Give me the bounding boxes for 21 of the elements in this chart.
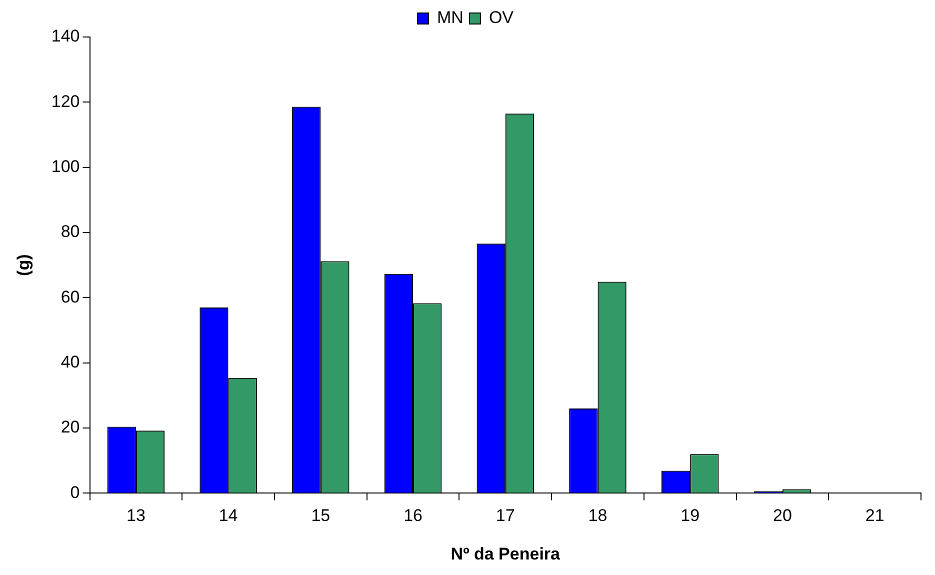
y-tick-label: 140: [51, 26, 80, 46]
x-tick-label: 18: [588, 506, 608, 526]
x-tick-label: 20: [773, 506, 792, 526]
legend-label: OV: [488, 8, 514, 28]
y-tick-label: 0: [70, 482, 80, 502]
y-tick-label: 40: [60, 352, 80, 372]
y-tick-label: 100: [51, 157, 80, 176]
legend-label: MN: [437, 8, 464, 28]
y-tick-label: 120: [51, 92, 80, 111]
x-tick-label: 14: [218, 506, 238, 526]
x-tick-label: 15: [311, 506, 330, 526]
x-tick-label: 21: [865, 506, 884, 526]
x-tick-label: 19: [680, 506, 700, 526]
x-axis-title: Nº da Peneira: [450, 544, 561, 564]
y-tick-label: 80: [60, 222, 80, 242]
x-tick-label: 13: [126, 506, 146, 526]
x-tick-label: 16: [404, 506, 422, 526]
y-axis-title: (g): [14, 254, 33, 276]
x-tick-label: 17: [496, 506, 515, 526]
y-tick-label: 20: [60, 418, 80, 437]
y-tick-label: 60: [60, 287, 80, 306]
